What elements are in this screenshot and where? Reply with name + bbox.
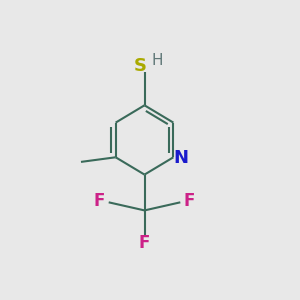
- Text: F: F: [94, 192, 105, 210]
- Text: H: H: [152, 53, 163, 68]
- Text: S: S: [134, 57, 146, 75]
- Text: N: N: [173, 149, 188, 167]
- Text: F: F: [184, 192, 195, 210]
- Text: F: F: [139, 234, 150, 252]
